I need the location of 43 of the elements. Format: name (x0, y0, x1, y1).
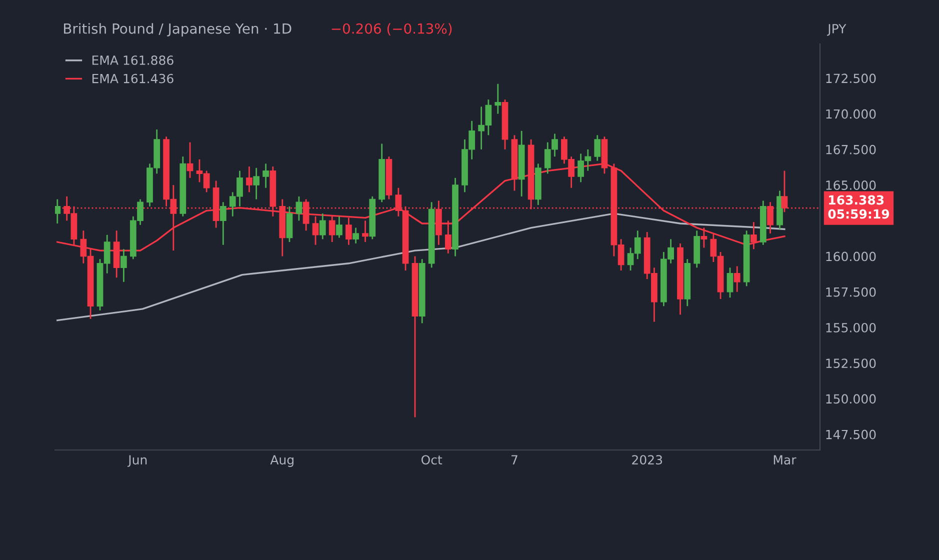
y-axis-title: JPY (827, 24, 846, 36)
candlestick (296, 196, 302, 222)
candlestick (220, 201, 226, 246)
y-tick-label: 172.500 (826, 74, 876, 84)
y-tick-label: 155.000 (826, 322, 876, 332)
x-tick-label: Jun (127, 455, 147, 467)
candlestick (594, 134, 601, 162)
y-tick-label: 165.000 (826, 180, 876, 190)
ref-line-label: 163.383 05:59:19 (828, 195, 890, 219)
candlestick (345, 217, 352, 246)
x-tick-label: 2023 (632, 455, 662, 465)
x-tick-label: Oct (421, 455, 442, 465)
candlestick (494, 83, 502, 114)
candlestick (319, 212, 326, 240)
candlestick (726, 266, 734, 298)
candlestick (253, 167, 260, 200)
line-series (56, 212, 786, 322)
y-tick-label: 157.500 (826, 287, 876, 297)
candlestick (120, 248, 127, 283)
y-tick-label: 160.000 (826, 252, 876, 262)
candlestick (55, 198, 61, 224)
y-tick-label: 170.000 (826, 109, 876, 119)
candlestick (312, 216, 319, 246)
x-tick-label: 7 (512, 455, 518, 464)
candlestick (734, 266, 740, 293)
legend-label: EMA 161.436 (92, 74, 174, 84)
candlestick (262, 162, 269, 189)
chart-title: British Pound / Japanese Yen · 1D (64, 23, 292, 37)
candlestick (246, 166, 252, 193)
x-tick-label: Mar (774, 455, 796, 465)
text: −0.206 (−0.13%) (332, 23, 452, 36)
candlestick (336, 216, 342, 238)
candlestick (186, 142, 194, 179)
y-tick-label: 152.500 (826, 358, 876, 368)
x-tick-label: Aug (270, 455, 294, 467)
candlestick (352, 227, 359, 244)
candlestick (328, 216, 336, 243)
candlestick (362, 220, 368, 243)
y-tick-label: 167.500 (826, 144, 876, 154)
y-tick-label: 147.500 (826, 430, 876, 440)
legend-label: EMA 161.886 (92, 55, 174, 65)
candlestick (700, 227, 708, 248)
y-tick-label: 150.000 (826, 394, 876, 404)
